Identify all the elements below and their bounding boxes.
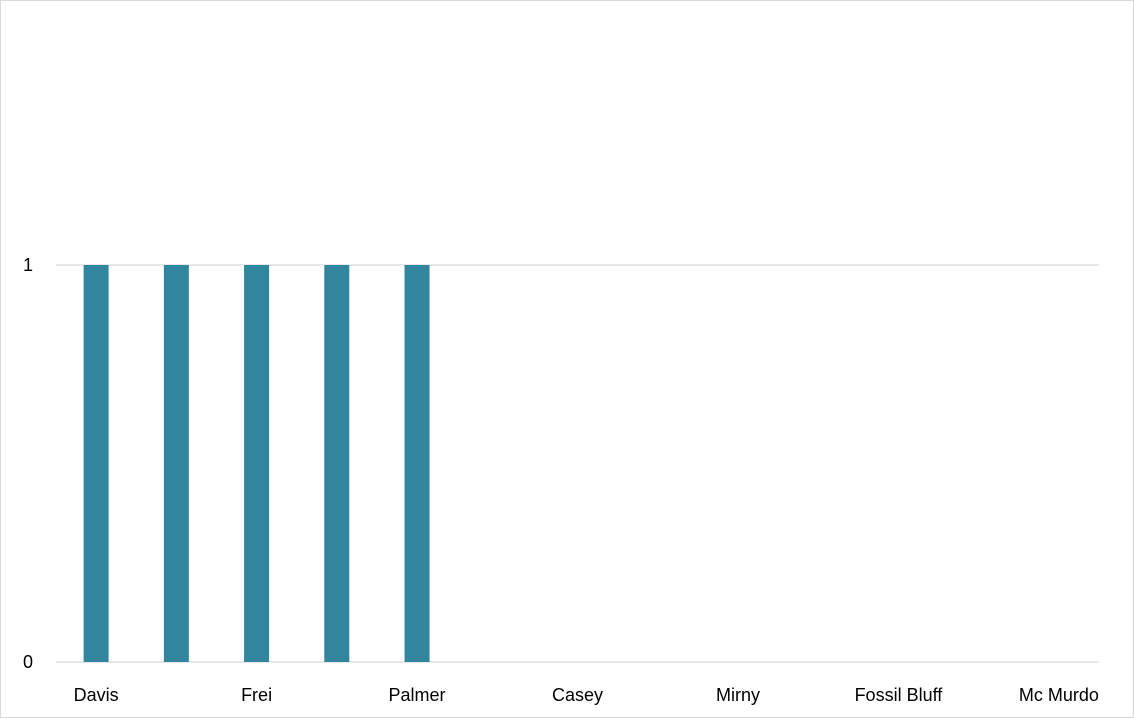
- y-axis-ticks: 01: [23, 255, 33, 672]
- bar: [404, 265, 430, 662]
- bar: [244, 265, 270, 662]
- x-tick-label: Palmer: [389, 685, 446, 705]
- bar: [324, 265, 350, 662]
- x-axis-ticks: Davis Frei Palmer Casey Mirny Fossil Bluff Mc …: [74, 685, 1099, 705]
- x-tick-label: Casey: [552, 685, 603, 705]
- x-tick-label: Mirny: [716, 685, 760, 705]
- x-tick-label: Frei: [241, 685, 272, 705]
- bar: [83, 265, 109, 662]
- x-tick-label: Mc Murdo: [1019, 685, 1099, 705]
- y-tick-label: 1: [23, 255, 33, 275]
- x-tick-label: Fossil Bluff: [855, 685, 944, 705]
- x-tick-label: Davis: [74, 685, 119, 705]
- bars: [83, 265, 430, 662]
- gridlines: [56, 264, 1099, 663]
- bar: [163, 265, 189, 662]
- y-tick-label: 0: [23, 652, 33, 672]
